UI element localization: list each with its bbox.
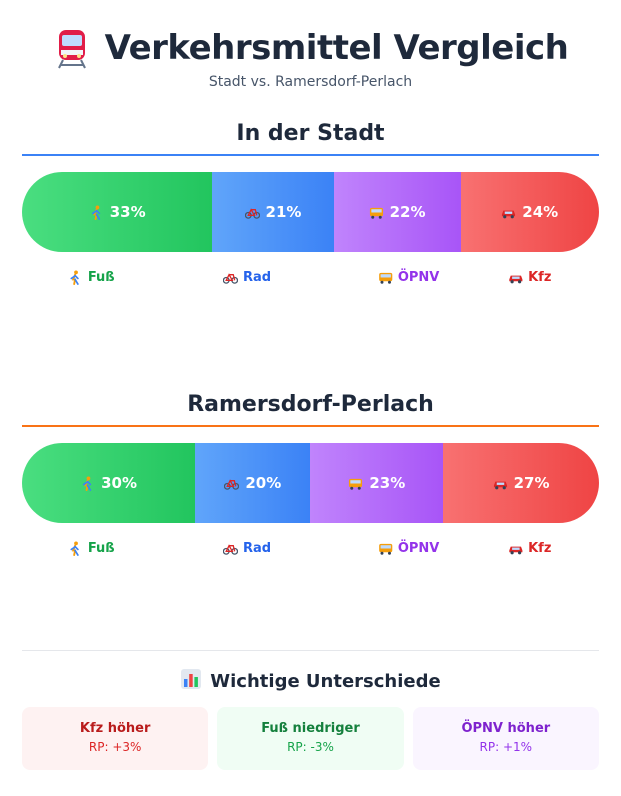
- data-label: 24%: [522, 203, 559, 221]
- legend-item-fuss: Fuß: [68, 541, 115, 556]
- tram-icon: [53, 26, 91, 70]
- segment-kfz: 24%: [460, 172, 599, 252]
- stacked-bar: 30% 20% 23% 27%: [22, 443, 599, 523]
- bicycle-icon: [222, 270, 238, 285]
- bus-icon: [348, 474, 363, 492]
- legend: Fuß Rad ÖPNV Kfz: [22, 541, 599, 561]
- difference-card-oepnv: ÖPNV höher RP: +1%: [412, 707, 599, 770]
- data-label: 33%: [109, 203, 146, 221]
- card-value: RP: +1%: [479, 740, 533, 754]
- legend-label: ÖPNV: [397, 270, 440, 285]
- card-title: Kfz höher: [79, 721, 151, 736]
- legend-item-kfz: Kfz: [508, 270, 551, 285]
- header: Verkehrsmittel Vergleich Stadt vs. Ramer…: [0, 22, 621, 90]
- bicycle-icon: [222, 541, 238, 556]
- walking-icon: [68, 541, 83, 556]
- legend-label: Kfz: [528, 541, 552, 556]
- walking-icon: [89, 203, 104, 221]
- legend-label: Rad: [242, 270, 272, 285]
- bus-icon: [369, 203, 384, 221]
- difference-card-kfz: Kfz höher RP: +3%: [22, 707, 209, 770]
- card-value: RP: +3%: [88, 740, 142, 754]
- car-icon: [508, 541, 523, 556]
- page-title: Verkehrsmittel Vergleich: [104, 28, 569, 68]
- walking-icon: [68, 270, 83, 285]
- data-label: 30%: [101, 474, 137, 492]
- section-divider: [22, 425, 599, 427]
- bicycle-icon: [224, 474, 240, 492]
- differences-title: Wichtige Unterschiede: [210, 671, 441, 692]
- legend-label: Rad: [242, 541, 272, 556]
- legend-item-oepnv: ÖPNV: [378, 270, 440, 285]
- data-label: 20%: [245, 474, 282, 492]
- segment-oepnv: 22%: [333, 172, 461, 252]
- segment-kfz: 27%: [443, 443, 599, 523]
- legend-label: Kfz: [528, 270, 552, 285]
- page-subtitle: Stadt vs. Ramersdorf-Perlach: [208, 74, 413, 90]
- segment-fuss: 33%: [22, 172, 213, 252]
- data-label: 27%: [513, 474, 550, 492]
- segment-fuss: 30%: [22, 443, 196, 523]
- section-title: In der Stadt: [236, 121, 385, 146]
- card-title: Fuß niedriger: [261, 721, 360, 736]
- divider: [22, 650, 599, 651]
- legend-item-kfz: Kfz: [508, 541, 551, 556]
- data-label: 23%: [369, 474, 406, 492]
- legend-label: Fuß: [87, 541, 115, 556]
- differences-heading: Wichtige Unterschiede: [0, 668, 621, 695]
- card-value: RP: -3%: [287, 740, 334, 754]
- legend-item-rad: Rad: [222, 270, 272, 285]
- data-label: 21%: [265, 203, 302, 221]
- legend-item-rad: Rad: [222, 541, 272, 556]
- segment-rad: 20%: [195, 443, 311, 523]
- data-label: 22%: [389, 203, 426, 221]
- card-title: ÖPNV höher: [461, 721, 551, 736]
- car-icon: [493, 474, 508, 492]
- walking-icon: [80, 474, 95, 492]
- legend-label: Fuß: [87, 270, 115, 285]
- legend-item-oepnv: ÖPNV: [378, 541, 440, 556]
- bus-icon: [378, 541, 393, 556]
- legend: Fuß Rad ÖPNV Kfz: [22, 270, 599, 290]
- section-title: Ramersdorf-Perlach: [187, 392, 434, 417]
- car-icon: [508, 270, 523, 285]
- bar-chart-icon: [180, 668, 202, 695]
- car-icon: [501, 203, 516, 221]
- section-stadt: In der Stadt 33% 21% 22% 24% Fuß Rad ÖPNV Kfz: [22, 118, 599, 290]
- legend-item-fuss: Fuß: [68, 270, 115, 285]
- difference-cards: Kfz höher RP: +3% Fuß niedriger RP: -3% …: [22, 707, 599, 770]
- section-ramersdorf-perlach: Ramersdorf-Perlach 30% 20% 23% 27% Fuß Rad ÖP…: [22, 389, 599, 561]
- section-divider: [22, 154, 599, 156]
- stacked-bar: 33% 21% 22% 24%: [22, 172, 599, 252]
- title-row: Verkehrsmittel Vergleich: [0, 22, 621, 74]
- legend-label: ÖPNV: [397, 541, 440, 556]
- segment-rad: 21%: [212, 172, 334, 252]
- difference-card-fuss: Fuß niedriger RP: -3%: [217, 707, 404, 770]
- bus-icon: [378, 270, 393, 285]
- segment-oepnv: 23%: [310, 443, 444, 523]
- bicycle-icon: [244, 203, 260, 221]
